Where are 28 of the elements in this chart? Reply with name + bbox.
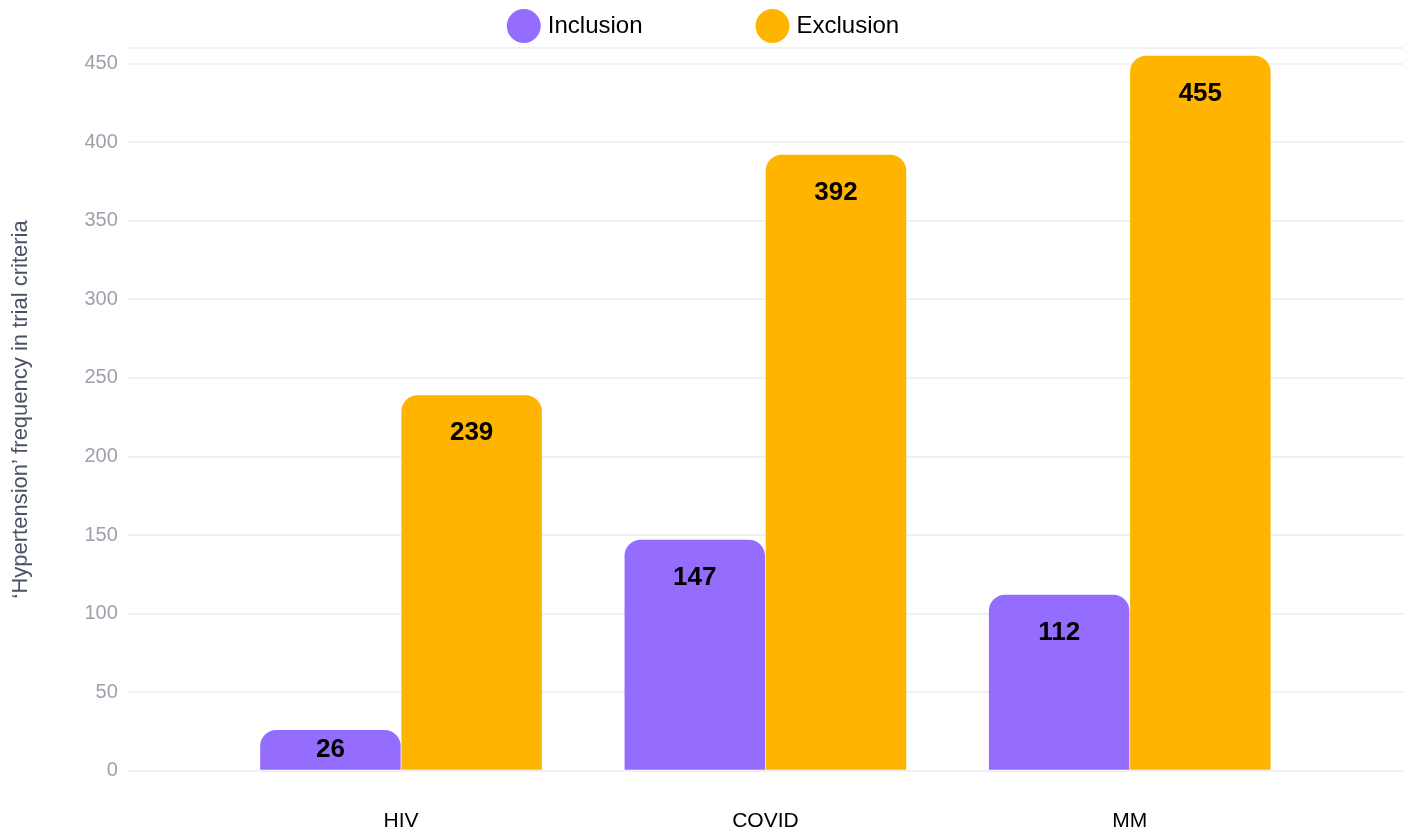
y-axis-title: ‘Hypertension’ frequency in trial criteria [7,219,33,599]
data-label: 26 [315,733,345,764]
y-tick-label: 50 [95,679,118,702]
y-tick-label: 300 [84,286,118,309]
data-label: 239 [449,416,494,447]
bar [401,395,542,770]
x-tick-label: COVID [732,808,799,832]
y-tick-label: 150 [84,522,118,545]
data-label: 112 [1038,615,1081,646]
y-tick-label: 350 [84,208,118,231]
bar [765,154,907,770]
legend-label: Exclusion [796,10,900,38]
y-tick-label: 200 [84,444,118,467]
bar [1130,55,1271,770]
data-label: 147 [673,560,717,591]
bar [260,729,401,770]
x-tick-label: MM [1112,808,1148,832]
y-tick-label: 100 [84,601,118,624]
y-tick-label: 400 [84,129,118,152]
y-tick-label: 450 [84,51,118,74]
bar [988,594,1130,770]
x-tick-label: HIV [383,808,419,832]
legend-label: Inclusion [547,10,643,38]
data-label: 455 [1178,77,1223,108]
data-label: 392 [814,176,858,207]
y-tick-label: 0 [106,758,118,781]
bar [624,539,766,770]
y-tick-label: 250 [84,365,118,388]
